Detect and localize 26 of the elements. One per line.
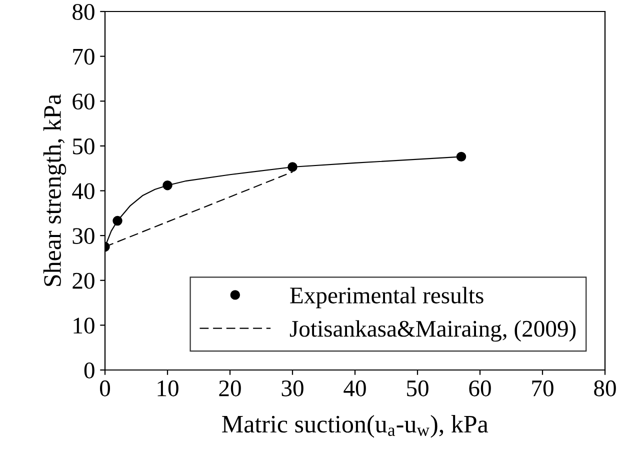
- x-tick-label: 70: [532, 380, 554, 396]
- point: [288, 162, 298, 172]
- y-tick-label: 30: [72, 228, 94, 244]
- y-tick-label: 10: [74, 318, 94, 334]
- y-axis-title: Shear strength, kPa: [43, 94, 66, 286]
- x-tick-label: 80: [594, 380, 616, 396]
- x-tick-label: 60: [469, 380, 491, 396]
- y-tick-label: 20: [72, 272, 94, 289]
- y-tick-label: 50: [73, 138, 94, 154]
- x-tick-label: 10: [158, 380, 178, 396]
- legend-label: Jotisankasa&Mairaing, (2009): [290, 320, 576, 342]
- x-tick-label: 40: [344, 380, 366, 396]
- x-tick-label: 50: [407, 380, 428, 396]
- x-tick-label: 30: [282, 380, 304, 396]
- y-tick-label: 80: [72, 4, 94, 20]
- x-tick-label: 0: [100, 380, 110, 396]
- x-axis-title: Matric suction(u$_{a}$-u$_{w}$), kPa: [222, 415, 488, 438]
- y-tick-label: 0: [84, 362, 94, 378]
- x-tick-label: 20: [219, 380, 241, 396]
- y-tick-label: 60: [72, 94, 94, 110]
- y-tick-label: 40: [72, 183, 94, 200]
- point: [456, 152, 466, 162]
- point: [162, 180, 172, 190]
- legend-label: Experimental results: [290, 286, 484, 308]
- point: [112, 216, 122, 226]
- y-tick-label: 70: [73, 48, 94, 65]
